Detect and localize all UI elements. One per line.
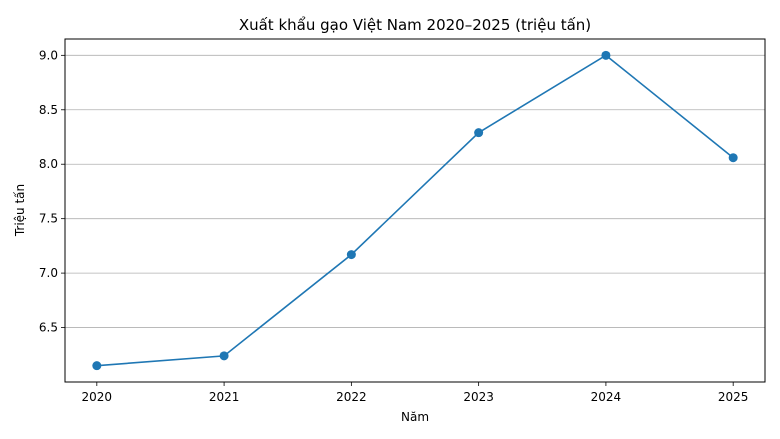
chart-title: Xuất khẩu gạo Việt Nam 2020–2025 (triệu … — [239, 16, 591, 34]
data-point — [474, 128, 484, 138]
x-tick-label: 2023 — [463, 390, 494, 404]
x-axis-ticks: 2020 2021 2022 2023 2024 2025 — [82, 382, 749, 404]
data-point — [601, 50, 611, 60]
data-point — [346, 250, 356, 260]
plot-frame — [64, 38, 766, 383]
y-tick-label: 7.0 — [39, 266, 58, 280]
x-tick-label: 2022 — [336, 390, 367, 404]
y-tick-label: 8.0 — [39, 157, 58, 171]
y-tick-label: 6.5 — [39, 321, 58, 335]
gridlines — [65, 54, 765, 328]
data-point — [219, 351, 229, 361]
y-axis-label: Triệu tấn — [13, 184, 27, 237]
y-axis-ticks: 6.5 7.0 7.5 8.0 8.5 9.0 — [39, 48, 65, 335]
x-tick-label: 2024 — [591, 390, 622, 404]
y-tick-label: 8.5 — [39, 103, 58, 117]
y-tick-label: 7.5 — [39, 212, 58, 226]
x-tick-label: 2021 — [209, 390, 240, 404]
series-line — [96, 54, 734, 367]
y-tick-label: 9.0 — [39, 48, 58, 62]
x-tick-label: 2025 — [718, 390, 749, 404]
data-point — [92, 361, 102, 371]
x-tick-label: 2020 — [82, 390, 113, 404]
data-series — [92, 50, 738, 371]
data-point — [728, 153, 738, 163]
x-axis-label: Năm — [401, 410, 429, 424]
